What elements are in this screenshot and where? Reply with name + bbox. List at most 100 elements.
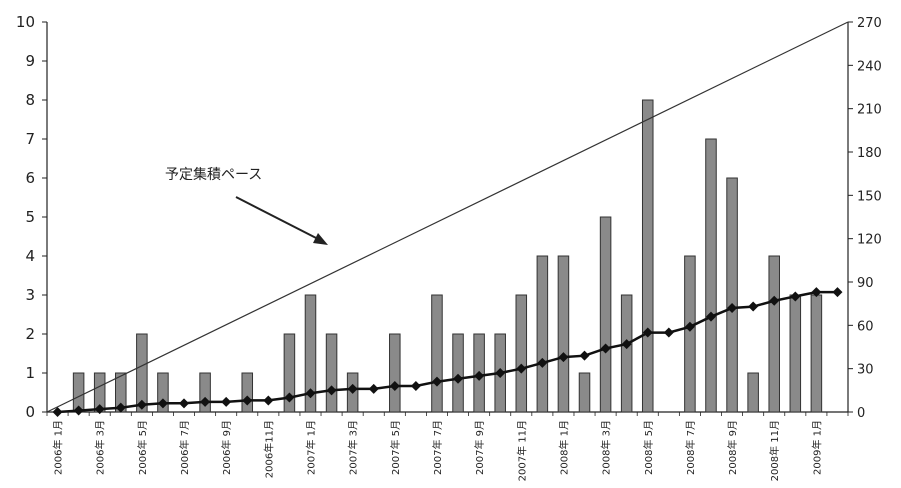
bar xyxy=(136,333,148,413)
cumulative-point xyxy=(727,303,738,313)
annotation-arrow-head-icon xyxy=(313,233,328,245)
bar xyxy=(726,177,738,413)
bar xyxy=(452,333,464,413)
x-tick-label: 2008年 5月 xyxy=(642,420,655,475)
bar xyxy=(431,294,443,413)
cumulative-point xyxy=(410,381,421,391)
right-tick-label: 120 xyxy=(857,233,882,248)
bar xyxy=(325,333,338,413)
bar xyxy=(599,216,612,413)
cumulative-point xyxy=(115,402,126,413)
cumulative-point xyxy=(453,373,464,384)
bar xyxy=(241,372,254,413)
bar xyxy=(157,372,169,413)
x-tick-label: 2006年 5月 xyxy=(136,420,149,475)
bar xyxy=(684,255,696,413)
annotation-group: 予定集積ペース xyxy=(165,166,328,245)
cumulative-point xyxy=(474,370,485,381)
right-tick-label: 90 xyxy=(857,276,874,291)
x-tick-label: 2006年 7月 xyxy=(178,420,191,475)
cumulative-point xyxy=(347,383,358,394)
cumulative-point xyxy=(73,405,84,416)
bar xyxy=(578,372,591,413)
x-tick-label: 2009年 1月 xyxy=(810,420,823,475)
cumulative-point xyxy=(600,343,611,354)
right-tick-label: 270 xyxy=(857,16,882,31)
cumulative-point xyxy=(368,383,379,394)
cumulative-point xyxy=(558,352,569,363)
cumulative-point xyxy=(684,321,695,332)
cumulative-point xyxy=(769,295,780,306)
cumulative-point xyxy=(811,287,822,298)
bar xyxy=(641,99,654,413)
cumulative-point xyxy=(221,396,232,407)
left-tick-label: 7 xyxy=(25,130,35,148)
x-tick-label: 2007年 3月 xyxy=(347,420,360,475)
right-tick-label: 180 xyxy=(857,146,882,161)
left-tick-label: 1 xyxy=(25,364,35,382)
bar xyxy=(810,294,823,413)
cumulative-point xyxy=(263,395,274,406)
cumulative-point xyxy=(705,311,716,322)
cumulative-point xyxy=(516,363,527,374)
cumulative-point xyxy=(179,398,190,409)
x-tick-label: 2007年 7月 xyxy=(431,420,444,475)
x-tick-label: 2006年11月 xyxy=(262,420,275,478)
bar xyxy=(199,372,211,413)
x-tick-label: 2008年 3月 xyxy=(600,420,613,475)
right-tick-label: 210 xyxy=(857,103,882,118)
annotation-arrow-line xyxy=(235,196,323,242)
cumulative-point xyxy=(389,381,400,391)
x-tick-label: 2006年 1月 xyxy=(52,420,65,475)
bar xyxy=(705,138,717,413)
right-tick-label: 30 xyxy=(857,363,874,378)
cumulative-point xyxy=(748,301,759,312)
left-tick-label: 6 xyxy=(25,169,35,187)
right-tick-label: 150 xyxy=(857,189,882,204)
cumulative-point xyxy=(431,376,442,387)
x-tick-label: 2008年 9月 xyxy=(726,420,739,475)
line-series-group xyxy=(46,21,849,417)
right-tick-label: 240 xyxy=(857,59,882,74)
bar xyxy=(789,294,802,413)
x-tick-label: 2008年 1月 xyxy=(557,420,570,475)
right-axis-ticks: 0 30 60 90 120 150 180 210 240 270 xyxy=(848,16,882,421)
left-tick-label: 8 xyxy=(25,91,35,109)
bar xyxy=(515,294,528,413)
cumulative-point xyxy=(157,398,168,409)
bar xyxy=(768,255,780,413)
x-tick-label: 2006年 9月 xyxy=(220,420,233,475)
cumulative-point xyxy=(136,399,147,410)
x-tick-label: 2007年 11月 xyxy=(515,420,528,481)
cumulative-point xyxy=(94,404,105,415)
planned-pace-line xyxy=(46,21,849,413)
cumulative-point xyxy=(642,327,653,338)
cumulative-point xyxy=(305,388,316,399)
cumulative-point xyxy=(326,385,337,396)
x-tick-label: 2007年 5月 xyxy=(389,420,402,475)
cumulative-point xyxy=(621,339,632,350)
x-tick-label: 2007年 1月 xyxy=(304,420,317,475)
cumulative-point xyxy=(284,392,295,403)
x-axis-ticks: 2006年 1月 2006年 3月 2006年 5月 2006年 7月 2006年 9月… xyxy=(46,412,849,481)
x-tick-label: 2008年 11月 xyxy=(768,420,781,481)
bar xyxy=(747,372,759,413)
cumulative-point xyxy=(663,327,674,338)
bar xyxy=(283,333,296,413)
x-tick-label: 2008年 7月 xyxy=(684,420,697,475)
left-tick-label: 5 xyxy=(25,208,35,226)
left-tick-label: 4 xyxy=(25,247,35,265)
cumulative-point xyxy=(537,357,548,368)
cumulative-point xyxy=(579,350,590,361)
cumulative-point xyxy=(495,368,506,378)
left-axis-ticks: 0 1 2 3 4 5 6 7 8 9 10 xyxy=(16,13,47,421)
right-tick-label: 0 xyxy=(857,406,865,421)
left-tick-label: 2 xyxy=(25,325,35,343)
cumulative-point xyxy=(832,287,843,298)
bar xyxy=(557,255,570,413)
cumulative-line xyxy=(57,290,838,414)
x-tick-label: 2007年 9月 xyxy=(473,420,486,475)
cumulative-point xyxy=(242,395,253,406)
